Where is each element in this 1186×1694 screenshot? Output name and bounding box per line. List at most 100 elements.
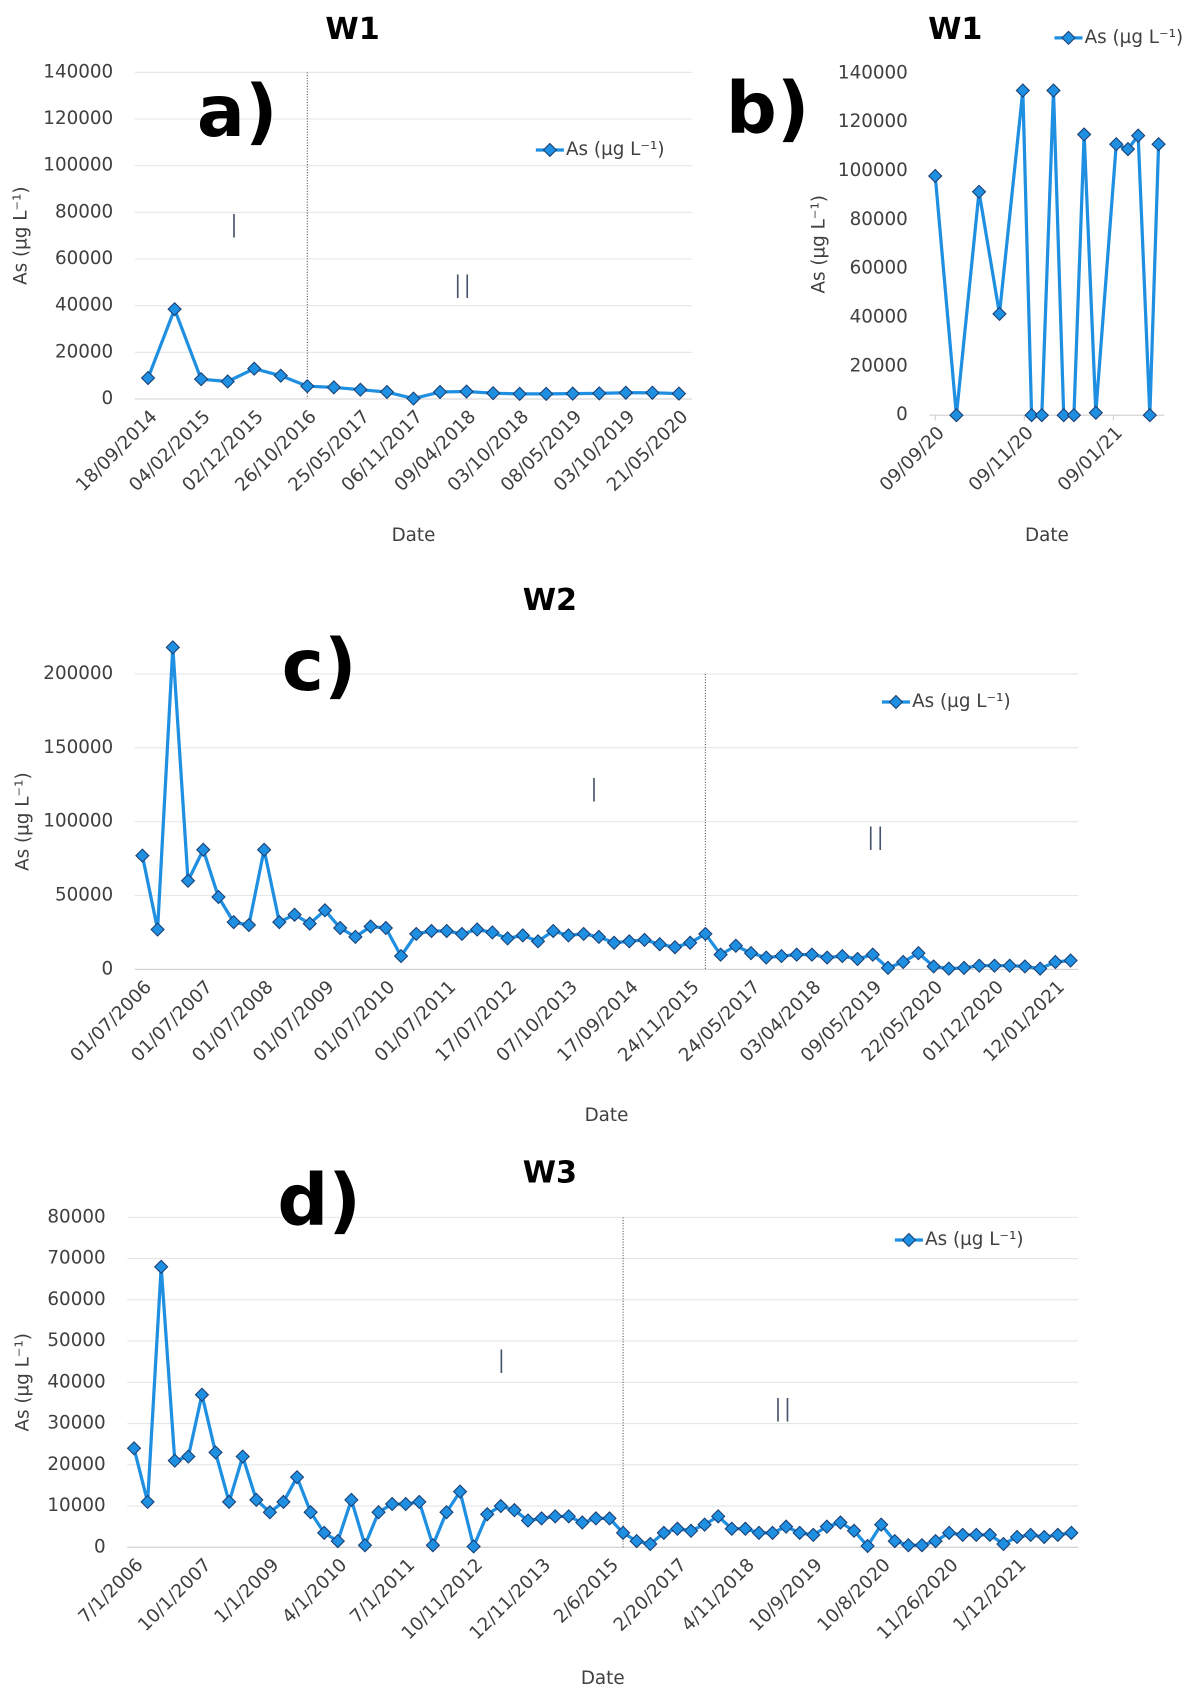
marker	[682, 935, 698, 951]
marker	[576, 926, 591, 942]
marker	[629, 1533, 644, 1549]
marker	[1056, 407, 1071, 423]
marker	[969, 1527, 984, 1543]
marker	[378, 920, 394, 936]
marker	[165, 640, 181, 655]
x-tick-label: 10/9/2019	[746, 1555, 827, 1636]
marker	[332, 920, 348, 936]
x-tick-label: 09/09/20	[876, 423, 949, 496]
marker	[615, 1525, 631, 1541]
marker	[987, 958, 1002, 973]
y-tick-label: 70000	[47, 1248, 105, 1269]
marker	[452, 1484, 468, 1499]
marker	[860, 1538, 875, 1554]
marker	[180, 873, 196, 888]
marker	[955, 1527, 970, 1543]
x-axis-label: Date	[581, 1668, 625, 1689]
marker	[348, 929, 363, 945]
marker	[652, 937, 667, 952]
marker	[789, 947, 804, 962]
marker	[256, 842, 272, 857]
marker	[1015, 83, 1031, 98]
annotation: a)	[197, 70, 278, 153]
marker	[656, 1525, 672, 1541]
marker	[728, 938, 744, 953]
annotation: II	[866, 820, 885, 858]
y-tick-label: 50000	[47, 1330, 105, 1351]
y-tick-label: 50000	[55, 885, 113, 906]
marker	[547, 1509, 563, 1524]
marker	[592, 386, 607, 401]
marker	[272, 914, 287, 930]
marker	[774, 948, 789, 964]
marker	[493, 1498, 509, 1514]
marker	[466, 1539, 481, 1554]
marker	[901, 1537, 916, 1553]
y-tick-label: 30000	[47, 1413, 105, 1434]
marker	[276, 1494, 291, 1510]
marker	[126, 1441, 142, 1456]
marker	[412, 1494, 427, 1510]
legend-label: As (µg L⁻¹)	[925, 1229, 1023, 1250]
y-tick-label: 120000	[838, 111, 908, 132]
marker	[941, 1525, 957, 1541]
legend-label: As (µg L⁻¹)	[566, 139, 664, 160]
marker	[911, 945, 926, 961]
marker	[153, 1259, 169, 1275]
marker	[538, 386, 554, 402]
annotation: I	[497, 1343, 507, 1381]
legend-marker	[542, 142, 558, 158]
marker	[804, 947, 820, 962]
marker	[713, 947, 728, 962]
marker	[226, 914, 241, 930]
legend-label: As (µg L⁻¹)	[1085, 27, 1183, 48]
y-tick-label: 100000	[43, 155, 113, 176]
marker	[393, 948, 409, 964]
marker	[670, 1521, 685, 1536]
marker	[326, 380, 342, 395]
marker	[300, 378, 315, 394]
marker	[379, 384, 395, 400]
marker	[530, 934, 546, 949]
marker	[972, 958, 987, 973]
marker	[914, 1537, 930, 1553]
marker	[439, 1504, 454, 1520]
marker	[928, 168, 943, 184]
marker	[1046, 83, 1061, 98]
marker	[507, 1502, 522, 1518]
marker	[949, 407, 964, 423]
y-tick-label: 40000	[47, 1371, 105, 1392]
x-tick-label: 09/01/21	[1054, 423, 1127, 496]
marker	[873, 1517, 889, 1532]
marker	[996, 1536, 1011, 1552]
marker	[1130, 128, 1146, 143]
marker	[262, 1504, 278, 1520]
y-tick-label: 20000	[47, 1454, 105, 1475]
y-tick-label: 0	[102, 958, 114, 979]
marker	[303, 1504, 318, 1520]
marker	[409, 926, 424, 942]
marker	[1048, 954, 1063, 970]
marker	[1036, 1529, 1052, 1545]
annotation: b)	[726, 67, 809, 150]
marker	[887, 1533, 903, 1549]
y-tick-label: 40000	[850, 307, 908, 328]
marker	[287, 907, 302, 922]
marker	[1002, 958, 1017, 973]
marker	[759, 950, 774, 965]
marker	[181, 1449, 196, 1464]
marker	[459, 384, 474, 399]
marker	[1076, 127, 1092, 142]
marker	[667, 939, 683, 955]
marker	[406, 391, 421, 406]
marker	[344, 1492, 359, 1508]
marker	[971, 184, 987, 200]
marker	[941, 961, 957, 976]
marker	[1064, 1525, 1079, 1541]
marker	[1009, 1529, 1025, 1545]
marker	[1088, 405, 1104, 420]
marker	[765, 1525, 780, 1541]
marker	[246, 361, 262, 376]
marker	[1142, 407, 1158, 423]
marker	[561, 928, 576, 943]
